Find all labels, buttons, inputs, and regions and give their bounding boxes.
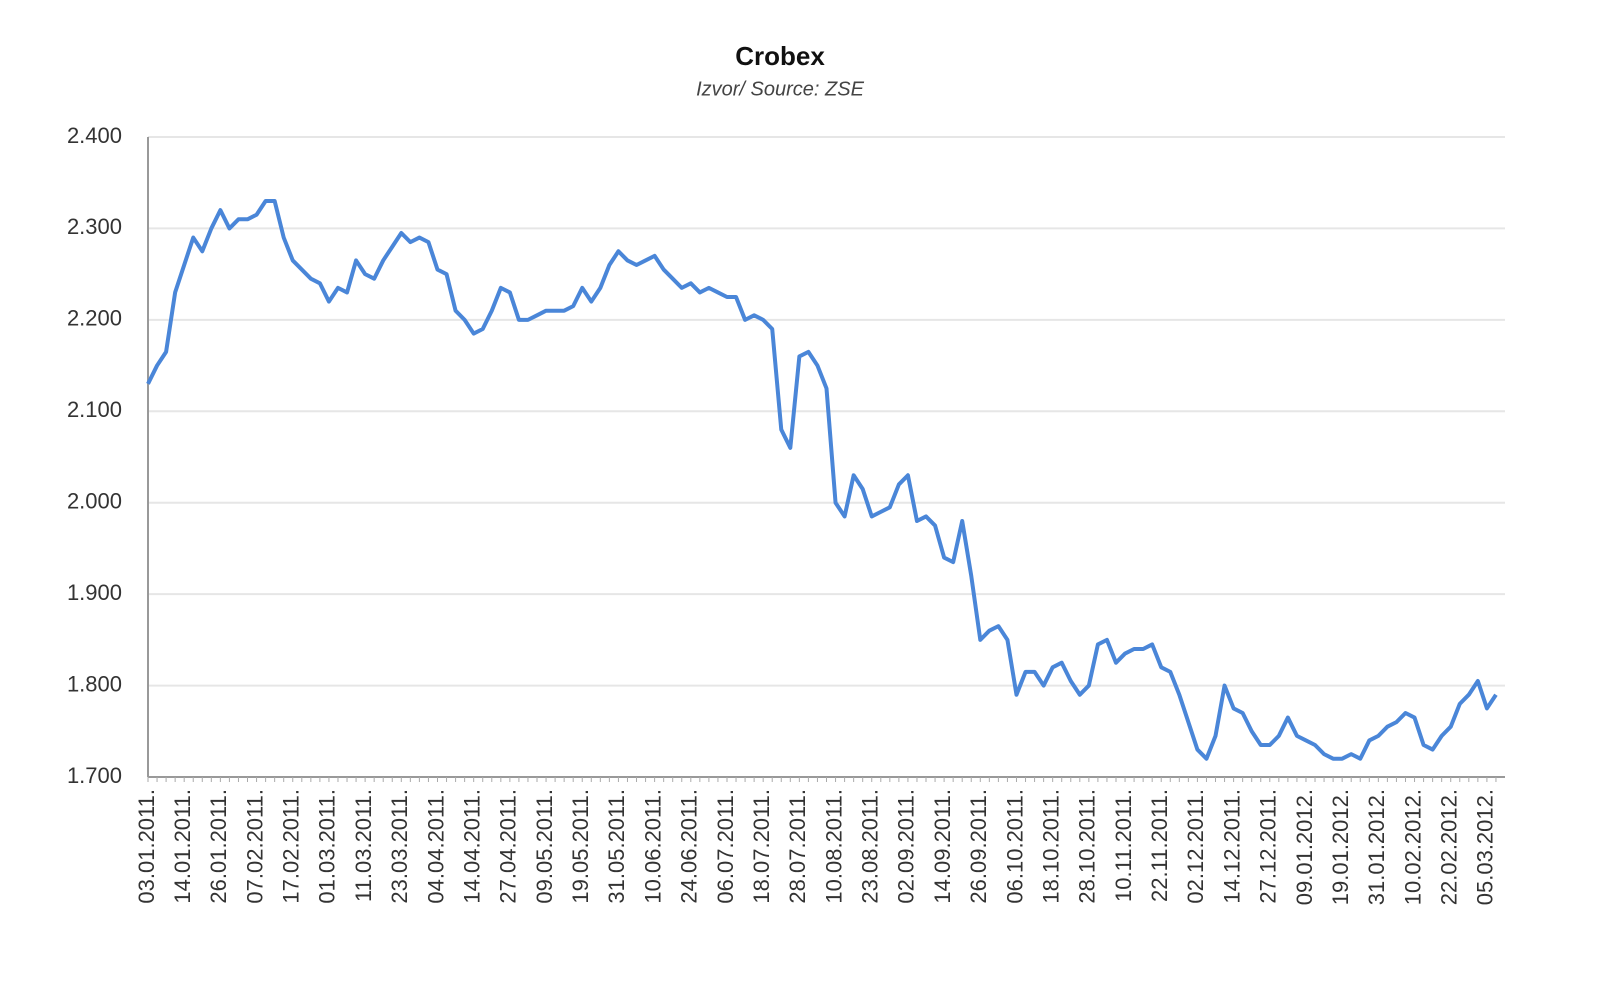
y-tick-label: 2.100	[67, 397, 122, 422]
x-tick-label: 27.04.2011.	[496, 789, 521, 904]
x-tick-label: 19.05.2011.	[568, 789, 593, 904]
x-tick-label: 17.02.2011.	[279, 789, 304, 904]
x-tick-label: 18.07.2011.	[749, 789, 774, 904]
y-tick-label: 2.200	[67, 306, 122, 331]
x-tick-label: 11.03.2011.	[351, 789, 376, 902]
x-tick-label: 02.09.2011.	[894, 789, 919, 904]
line	[146, 199, 1498, 761]
y-tick-label: 2.000	[67, 489, 122, 514]
x-tick-label: 10.02.2012.	[1400, 789, 1425, 905]
x-tick-label: 27.12.2011.	[1256, 789, 1281, 904]
y-tick-label: 1.900	[67, 580, 122, 605]
x-tick-label: 09.05.2011.	[532, 789, 557, 904]
x-tick-label: 14.01.2011.	[170, 789, 195, 904]
x-tick-label: 23.08.2011.	[858, 789, 883, 904]
y-tick-label: 1.700	[67, 763, 122, 788]
x-tick-label: 14.04.2011.	[459, 789, 484, 904]
x-tick-label: 07.02.2011.	[242, 789, 267, 904]
chart-title: Crobex	[735, 41, 825, 71]
x-tick-label: 14.09.2011.	[930, 789, 955, 904]
x-tick-label: 05.03.2012.	[1473, 789, 1498, 905]
x-tick-label: 10.11.2011.	[1111, 789, 1136, 902]
x-tick-label: 06.07.2011.	[713, 789, 738, 904]
y-tick-label: 2.400	[67, 123, 122, 148]
x-tick-label: 28.10.2011.	[1075, 789, 1100, 904]
y-tick-label: 1.800	[67, 671, 122, 696]
x-tick-label: 23.03.2011.	[387, 789, 412, 904]
x-tick-label: 28.07.2011.	[785, 789, 810, 904]
x-tick-label: 14.12.2011.	[1219, 789, 1244, 904]
x-tick-label: 24.06.2011.	[677, 789, 702, 904]
x-tick-label: 04.04.2011.	[423, 789, 448, 904]
x-tick-label: 10.08.2011.	[821, 789, 846, 904]
x-tick-label: 26.09.2011.	[966, 789, 991, 904]
x-tick-label: 03.01.2011.	[134, 789, 159, 904]
x-tick-label: 10.06.2011.	[640, 789, 665, 904]
x-tick-label: 06.10.2011.	[1002, 789, 1027, 904]
x-tick-label: 22.02.2012.	[1437, 789, 1462, 905]
x-tick-label: 31.01.2012.	[1364, 789, 1389, 905]
x-tick-label: 26.01.2011.	[206, 789, 231, 904]
x-tick-label: 02.12.2011.	[1183, 789, 1208, 904]
x-tick-label: 09.01.2012.	[1292, 789, 1317, 905]
chart-subtitle: Izvor/ Source: ZSE	[696, 78, 864, 100]
x-tick-label: 19.01.2012.	[1328, 789, 1353, 905]
y-tick-label: 2.300	[67, 214, 122, 239]
x-tick-label: 01.03.2011.	[315, 789, 340, 904]
x-tick-label: 22.11.2011.	[1147, 789, 1172, 902]
x-tick-label: 18.10.2011.	[1038, 789, 1063, 904]
x-tick-label: 31.05.2011.	[604, 789, 629, 904]
